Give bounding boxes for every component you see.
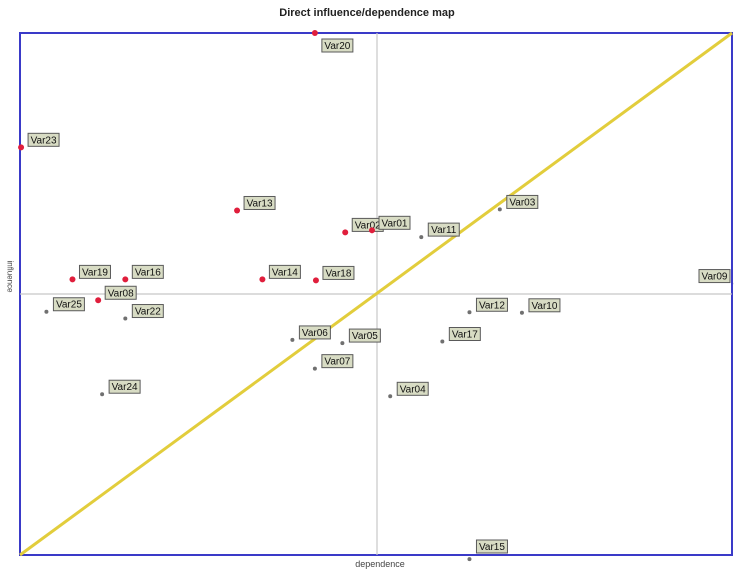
point-label: Var09	[702, 272, 728, 283]
point-label-box	[321, 38, 354, 53]
point-label-box	[52, 297, 85, 312]
diagonal-line	[19, 31, 733, 557]
point-marker	[467, 310, 472, 315]
point-var20: Var20	[311, 30, 354, 53]
point-var09: Var09	[698, 269, 734, 285]
point-label: Var01	[382, 218, 408, 229]
point-var13: Var13	[234, 195, 276, 214]
point-var10: Var10	[519, 298, 561, 315]
point-marker	[388, 394, 393, 399]
point-label: Var10	[531, 301, 557, 312]
point-marker	[290, 337, 295, 342]
point-label-box	[322, 265, 355, 280]
point-label-box	[427, 222, 460, 237]
point-label-box	[506, 194, 539, 209]
point-marker	[342, 229, 349, 236]
point-label: Var20	[324, 41, 350, 52]
point-label: Var11	[431, 225, 457, 236]
point-marker	[18, 144, 25, 151]
point-var18: Var18	[312, 265, 355, 284]
point-var25: Var25	[44, 297, 85, 314]
point-marker	[467, 557, 472, 562]
point-label-box	[321, 354, 354, 369]
point-label: Var16	[135, 267, 161, 278]
point-label: Var25	[56, 300, 82, 311]
point-label: Var07	[324, 357, 350, 368]
point-label: Var23	[31, 135, 57, 146]
point-label: Var02	[355, 220, 381, 231]
point-marker	[419, 235, 424, 240]
point-marker	[369, 227, 376, 234]
point-label: Var15	[479, 542, 505, 553]
point-label-box	[396, 381, 429, 396]
point-marker	[100, 392, 105, 397]
point-label-box	[108, 379, 141, 394]
point-marker	[340, 341, 345, 346]
point-marker	[519, 310, 524, 315]
point-var23: Var23	[18, 132, 60, 151]
point-label: Var12	[479, 300, 505, 311]
point-label: Var08	[108, 288, 134, 299]
point-marker	[44, 309, 49, 314]
point-label-box	[243, 195, 276, 210]
point-label: Var06	[302, 328, 328, 339]
point-label: Var04	[400, 384, 426, 395]
point-var16: Var16	[122, 264, 164, 283]
point-marker	[69, 276, 76, 283]
point-marker	[311, 30, 318, 36]
point-var19: Var19	[69, 264, 111, 283]
point-label: Var19	[82, 267, 108, 278]
point-label: Var14	[272, 267, 298, 278]
point-marker	[122, 276, 129, 283]
point-var17: Var17	[440, 327, 481, 344]
point-label: Var18	[325, 268, 351, 279]
point-marker	[95, 297, 102, 304]
point-label: Var17	[452, 330, 478, 341]
point-label-box	[27, 132, 60, 147]
point-label-box	[104, 285, 137, 300]
point-var14: Var14	[259, 264, 301, 283]
point-label-box	[298, 325, 331, 340]
point-var12: Var12	[467, 297, 508, 315]
point-label-box	[131, 264, 164, 279]
point-label: Var05	[352, 331, 378, 342]
point-label-box	[475, 297, 508, 312]
point-label-box	[378, 215, 411, 230]
point-marker	[259, 276, 266, 283]
point-label: Var03	[509, 197, 535, 208]
point-marker	[123, 316, 128, 321]
point-label-box	[448, 327, 481, 342]
point-marker	[312, 277, 319, 284]
point-var01: Var01	[369, 215, 411, 234]
point-marker	[234, 207, 241, 214]
point-var05: Var05	[340, 328, 381, 346]
point-var04: Var04	[388, 381, 429, 399]
point-marker	[497, 207, 502, 212]
x-axis-label: dependence	[355, 559, 405, 569]
point-marker	[440, 339, 445, 344]
point-label-box	[528, 298, 561, 313]
point-label-box	[348, 328, 381, 343]
point-var15: Var15	[467, 539, 508, 562]
point-label: Var13	[247, 198, 273, 209]
point-label-box	[475, 539, 508, 554]
point-var03: Var03	[497, 194, 539, 212]
points-layer: Var20 Var23 Var13 Var02 Var01 Var11 Var03 Var19…	[18, 30, 734, 562]
chart-title: Direct influence/dependence map	[279, 7, 455, 19]
point-label-box	[78, 264, 111, 279]
point-label-box	[268, 264, 301, 279]
y-axis-label: influence	[5, 260, 15, 293]
point-var06: Var06	[290, 325, 331, 342]
point-var24: Var24	[100, 379, 141, 397]
point-var22: Var22	[123, 304, 164, 321]
point-marker	[312, 366, 317, 371]
point-label-box	[131, 304, 164, 319]
point-label: Var24	[112, 382, 138, 393]
point-label: Var22	[135, 307, 161, 318]
point-var11: Var11	[419, 222, 460, 240]
point-var07: Var07	[312, 354, 354, 371]
point-var08: Var08	[95, 285, 137, 304]
point-label-box	[698, 269, 731, 284]
